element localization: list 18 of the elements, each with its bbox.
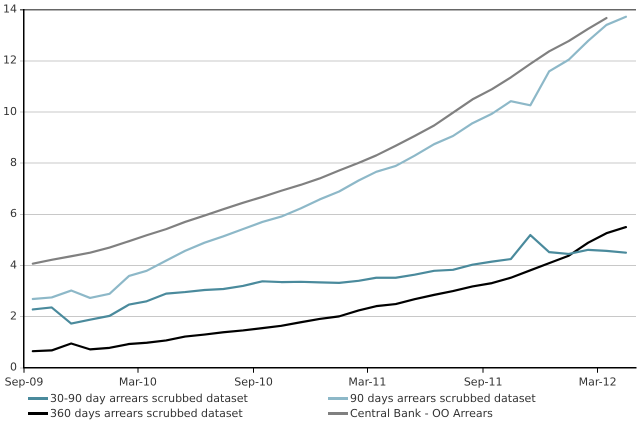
y-tick-label: 2 (10, 309, 17, 322)
y-tick-label: 8 (10, 156, 17, 169)
x-tick-label: Sep-09 (4, 375, 44, 388)
legend-label: Central Bank - OO Arrears (350, 407, 493, 420)
x-tick-label: Mar-12 (578, 375, 617, 388)
x-tick-label: Sep-11 (464, 375, 503, 388)
legend-label: 30-90 day arrears scrubbed dataset (50, 392, 248, 405)
y-tick-label: 0 (10, 360, 17, 374)
x-tick-label: Mar-11 (348, 375, 386, 388)
y-tick-label: 12 (2, 54, 17, 67)
y-tick-label: 14 (2, 2, 17, 16)
x-tick-label: Mar-10 (118, 375, 157, 388)
legend-label: 90 days arrears scrubbed dataset (350, 392, 536, 405)
y-tick-label: 4 (10, 258, 17, 272)
y-tick-label: 10 (2, 104, 17, 118)
legend-label: 360 days arrears scrubbed dataset (50, 407, 243, 420)
x-tick-label: Sep-10 (234, 375, 273, 388)
y-tick-label: 6 (10, 207, 17, 220)
